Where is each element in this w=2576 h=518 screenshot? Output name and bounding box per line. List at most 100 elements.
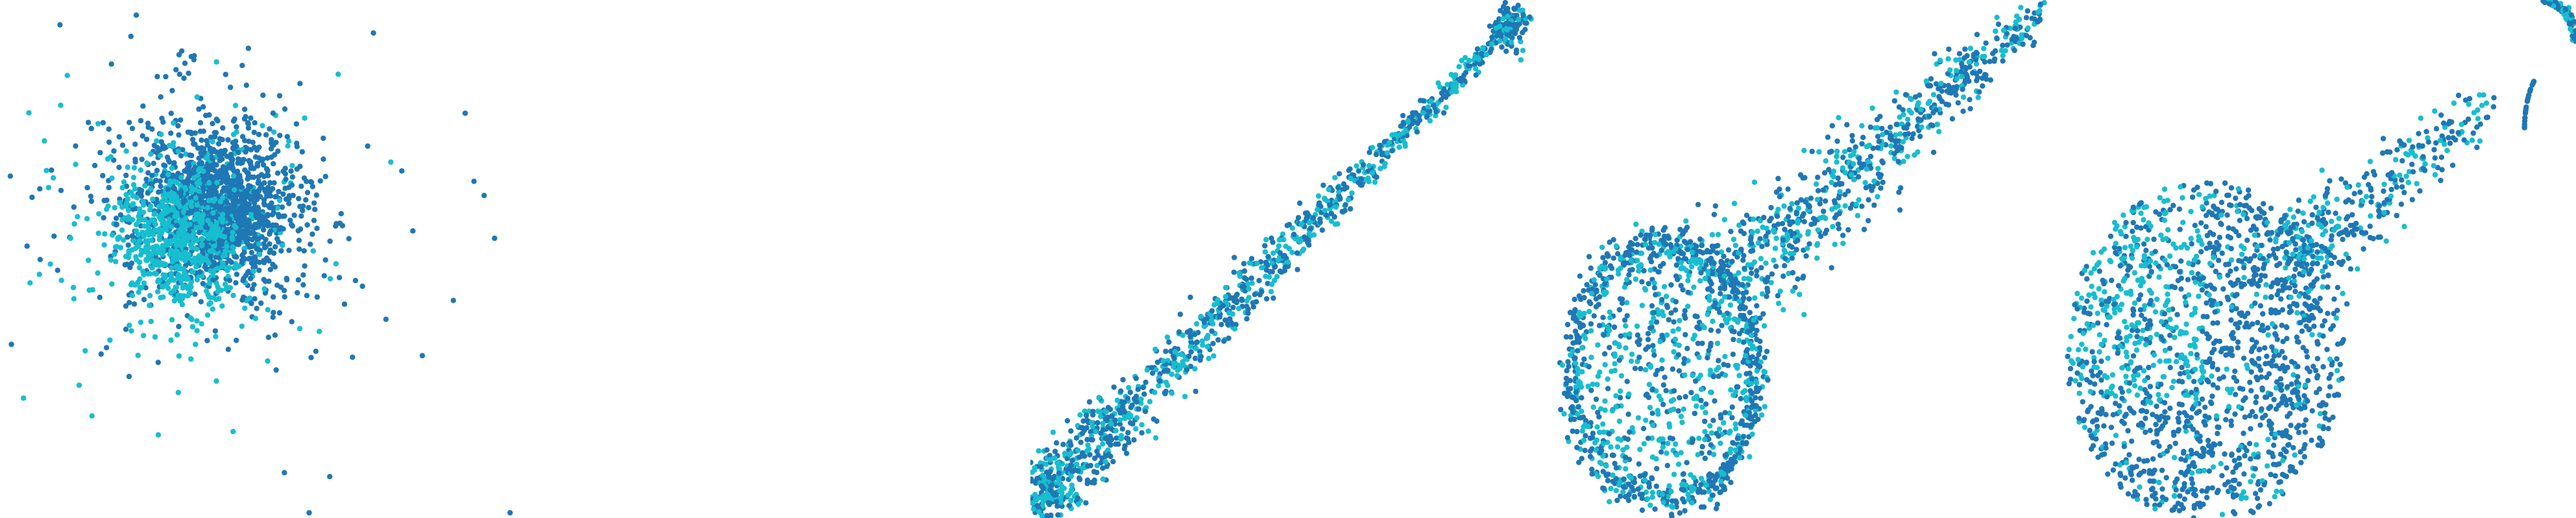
scatter-point [178, 275, 184, 280]
scatter-point [47, 261, 53, 267]
scatter-point [200, 256, 206, 262]
scatter-point [1601, 290, 1607, 295]
scatter-point [270, 222, 276, 228]
scatter-point [1130, 421, 1136, 427]
scatter-point [1703, 410, 1708, 415]
scatter-point [1166, 339, 1172, 345]
scatter-point [327, 474, 333, 480]
scatter-point [1691, 475, 1697, 481]
scatter-point [184, 232, 190, 238]
scatter-point [1160, 358, 1167, 364]
scatter-point [112, 204, 117, 211]
scatter-point [1285, 259, 1291, 265]
scatter-point [1120, 376, 1126, 383]
scatter-point [1683, 332, 1688, 338]
scatter-point [245, 170, 251, 177]
scatter-point [1601, 486, 1607, 491]
scatter-point [1621, 476, 1627, 482]
scatter-point [1775, 301, 1782, 306]
scatter-point [1241, 261, 1247, 267]
scatter-point [1642, 477, 1648, 483]
scatter-point [125, 196, 131, 202]
scatter-point [256, 178, 261, 184]
scatter-point [124, 200, 130, 206]
scatter-point [1660, 382, 1667, 388]
scatter-point [1084, 437, 1090, 443]
scatter-point [1274, 274, 1280, 280]
scatter-point [1187, 343, 1194, 349]
scatter-point [215, 289, 221, 295]
scatter-point [237, 173, 243, 179]
scatter-point [1047, 457, 1053, 463]
scatter-point [1758, 256, 1764, 262]
scatter-point [1269, 269, 1275, 275]
scatter-point [1874, 117, 1880, 123]
scatter-point [317, 178, 323, 184]
scatter-point [192, 130, 198, 136]
scatter-point [139, 156, 145, 162]
scatter-point [1614, 444, 1621, 450]
scatter-point [125, 242, 131, 248]
scatter-point [1648, 258, 1655, 265]
scatter-point [1634, 358, 1640, 365]
scatter-point [1662, 375, 1668, 380]
scatter-point [148, 186, 154, 192]
scatter-point [1138, 400, 1144, 406]
scatter-point [313, 192, 319, 198]
scatter-point [245, 121, 251, 127]
scatter-point [123, 253, 129, 260]
scatter-point [148, 319, 154, 325]
scatter-point [196, 106, 202, 112]
scatter-point [1689, 439, 1695, 445]
scatter-point [1671, 319, 1677, 325]
scatter-point [1634, 323, 1640, 329]
scatter-point [297, 80, 303, 86]
scatter-point [1564, 321, 1571, 328]
scatter-point [1594, 437, 1599, 443]
scatter-point [1154, 418, 1160, 424]
scatter-point [220, 125, 226, 131]
scatter-point [1755, 416, 1761, 423]
scatter-point [1659, 357, 1665, 363]
scatter-point [1451, 74, 1457, 80]
scatter-point [138, 247, 145, 254]
scatter-point [1738, 312, 1744, 319]
scatter-point [316, 328, 322, 334]
scatter-point [1088, 433, 1095, 439]
scatter-panel-hollow-oval [1557, 0, 2047, 518]
scatter-point [1677, 510, 1683, 516]
scatter-point [132, 142, 138, 147]
scatter-point [1662, 241, 1668, 247]
scatter-point [58, 188, 64, 193]
scatter-point [1100, 421, 1106, 426]
scatter-point [1706, 488, 1712, 495]
scatter-point [135, 352, 141, 358]
scatter-point [1302, 234, 1307, 240]
scatter-point [195, 181, 201, 188]
scatter-point [230, 292, 236, 299]
scatter-point [304, 190, 311, 195]
scatter-point [1316, 200, 1322, 206]
scatter-point [1588, 301, 1594, 306]
scatter-point [200, 177, 207, 183]
scatter-point [250, 140, 256, 145]
scatter-point [1118, 388, 1124, 394]
scatter-point [1336, 189, 1342, 195]
scatter-point [275, 148, 281, 154]
scatter-point [136, 265, 143, 271]
scatter-point [152, 221, 158, 227]
scatter-point [1647, 267, 1653, 273]
scatter-point [1656, 437, 1662, 443]
scatter-point [1308, 232, 1314, 239]
scatter-point [1747, 354, 1753, 361]
scatter-point [261, 202, 267, 208]
scatter-point [73, 162, 79, 167]
scatter-point [1670, 498, 1675, 504]
scatter-point [162, 273, 169, 278]
scatter-point [206, 197, 212, 204]
scatter-point [193, 264, 199, 270]
scatter-point [1156, 383, 1161, 389]
scatter-point [1474, 46, 1481, 52]
scatter-point [1729, 415, 1735, 421]
scatter-point [1358, 176, 1365, 182]
